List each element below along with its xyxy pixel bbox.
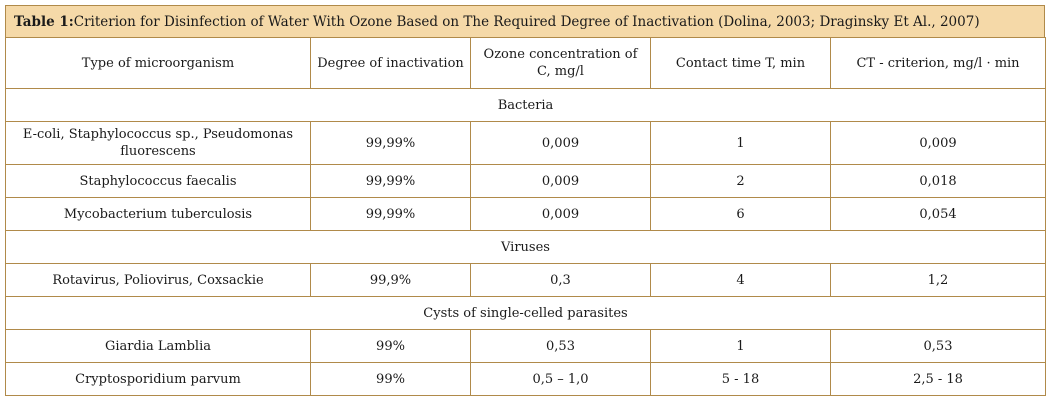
cell-concentration: 0,009: [470, 197, 651, 231]
cell-contact-time: 6: [650, 197, 831, 231]
cell-concentration: 0,3: [470, 263, 651, 297]
cell-degree: 99,9%: [310, 263, 471, 297]
header-cell-contact-time: Contact time T, min: [650, 37, 831, 89]
cell-microorganism: Mycobacterium tuberculosis: [5, 197, 311, 231]
ozone-criteria-table: Type of microorganism Degree of inactiva…: [5, 37, 1046, 396]
cell-ct-criterion: 0,018: [830, 164, 1046, 198]
cell-ct-criterion: 2,5 - 18: [830, 362, 1046, 396]
cell-microorganism: E-coli, Staphylococcus sp., Pseudomonas …: [5, 121, 311, 165]
cell-ct-criterion: 1,2: [830, 263, 1046, 297]
cell-degree: 99%: [310, 362, 471, 396]
cell-concentration: 0,5 – 1,0: [470, 362, 651, 396]
cell-degree: 99%: [310, 329, 471, 363]
group-label: Cysts of single-celled parasites: [5, 296, 1046, 330]
table-row: Staphylococcus faecalis 99,99% 0,009 2 0…: [5, 164, 1046, 198]
table-row: Rotavirus, Poliovirus, Coxsackie 99,9% 0…: [5, 263, 1046, 297]
cell-contact-time: 5 - 18: [650, 362, 831, 396]
caption-text: Criterion for Disinfection of Water With…: [73, 13, 980, 30]
cell-ct-criterion: 0,009: [830, 121, 1046, 165]
header-cell-degree: Degree of inactivation: [310, 37, 471, 89]
header-cell-type: Type of microorganism: [5, 37, 311, 89]
group-row-bacteria: Bacteria: [5, 88, 1046, 122]
group-label: Bacteria: [5, 88, 1046, 122]
table-row: E-coli, Staphylococcus sp., Pseudomonas …: [5, 121, 1046, 165]
table-container: Table 1: Criterion for Disinfection of W…: [5, 5, 1046, 396]
cell-ct-criterion: 0,53: [830, 329, 1046, 363]
cell-concentration: 0,009: [470, 121, 651, 165]
cell-microorganism: Rotavirus, Poliovirus, Coxsackie: [5, 263, 311, 297]
header-cell-concentration: Ozone concentration of C, mg/l: [470, 37, 651, 89]
group-row-parasites: Cysts of single-celled parasites: [5, 296, 1046, 330]
group-row-viruses: Viruses: [5, 230, 1046, 264]
cell-contact-time: 1: [650, 121, 831, 165]
table-caption: Table 1: Criterion for Disinfection of W…: [5, 5, 1045, 37]
table-row: Cryptosporidium parvum 99% 0,5 – 1,0 5 -…: [5, 362, 1046, 396]
cell-concentration: 0,009: [470, 164, 651, 198]
cell-microorganism: Staphylococcus faecalis: [5, 164, 311, 198]
group-label: Viruses: [5, 230, 1046, 264]
cell-concentration: 0,53: [470, 329, 651, 363]
cell-contact-time: 2: [650, 164, 831, 198]
cell-degree: 99,99%: [310, 164, 471, 198]
cell-ct-criterion: 0,054: [830, 197, 1046, 231]
table-row: Mycobacterium tuberculosis 99,99% 0,009 …: [5, 197, 1046, 231]
cell-microorganism: Giardia Lamblia: [5, 329, 311, 363]
cell-contact-time: 4: [650, 263, 831, 297]
cell-degree: 99,99%: [310, 197, 471, 231]
cell-contact-time: 1: [650, 329, 831, 363]
cell-degree: 99,99%: [310, 121, 471, 165]
header-cell-ct-criterion: CT - criterion, mg/l · min: [830, 37, 1046, 89]
cell-microorganism: Cryptosporidium parvum: [5, 362, 311, 396]
header-row: Type of microorganism Degree of inactiva…: [5, 37, 1046, 89]
caption-label: Table 1:: [14, 13, 74, 30]
table-row: Giardia Lamblia 99% 0,53 1 0,53: [5, 329, 1046, 363]
